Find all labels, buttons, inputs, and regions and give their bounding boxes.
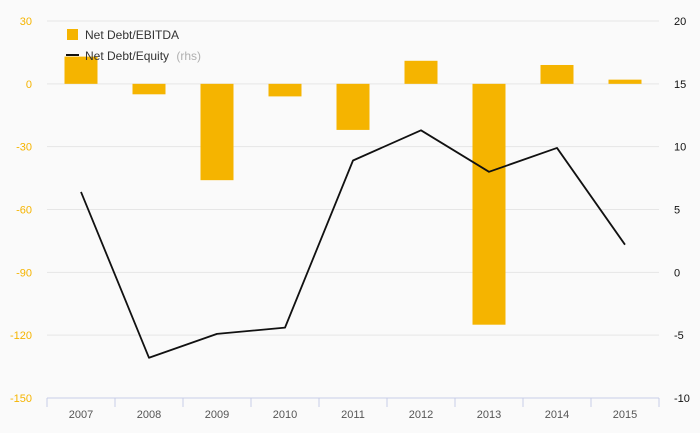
y-left-tick-label: -30: [16, 142, 32, 154]
x-tick-label: 2009: [205, 409, 229, 421]
bar: [336, 83, 370, 130]
y-right-tick-label: 20: [674, 16, 686, 28]
y-left-tick-label: -120: [10, 330, 32, 342]
legend-swatch-net-debt-ebitda: [67, 29, 78, 40]
line-series: [80, 129, 626, 359]
x-tick-label: 2014: [545, 409, 569, 421]
bar: [132, 83, 166, 95]
y-right-tick-label: -5: [674, 330, 684, 342]
y-right-tick-label: 10: [674, 142, 686, 154]
y-left-tick-label: -90: [16, 267, 32, 279]
x-tick-label: 2015: [613, 409, 637, 421]
line-path: [80, 129, 626, 359]
legend-label-net-debt-ebitda: Net Debt/EBITDA: [85, 28, 179, 42]
x-tick-label: 2012: [409, 409, 433, 421]
x-tick-label: 2010: [273, 409, 297, 421]
bar: [64, 56, 98, 84]
x-tick-label: 2011: [341, 409, 365, 421]
legend-label-net-debt-equity-text: Net Debt/Equity: [85, 49, 169, 63]
bar: [540, 64, 574, 84]
bar: [200, 83, 234, 181]
legend-label-net-debt-equity: Net Debt/Equity (rhs): [85, 49, 201, 63]
bar: [268, 83, 302, 97]
bar: [404, 60, 438, 84]
y-right-tick-label: -10: [674, 393, 690, 405]
x-tick-label: 2007: [69, 409, 93, 421]
y-left-tick-label: 30: [20, 16, 32, 28]
y-left-tick-label: 0: [26, 79, 32, 91]
y-left-tick-label: -60: [16, 205, 32, 217]
y-right-tick-label: 15: [674, 79, 686, 91]
legend-label-rhs-note: (rhs): [176, 49, 201, 63]
bar: [472, 83, 506, 325]
x-tick-label: 2013: [477, 409, 501, 421]
y-left-tick-label: -150: [10, 393, 32, 405]
bar: [608, 79, 642, 84]
y-right-tick-label: 5: [674, 205, 680, 217]
legend: Net Debt/EBITDA Net Debt/Equity (rhs): [66, 28, 201, 63]
x-tick-label: 2008: [137, 409, 161, 421]
bar-series: [64, 56, 642, 325]
y-right-tick-label: 0: [674, 267, 680, 279]
